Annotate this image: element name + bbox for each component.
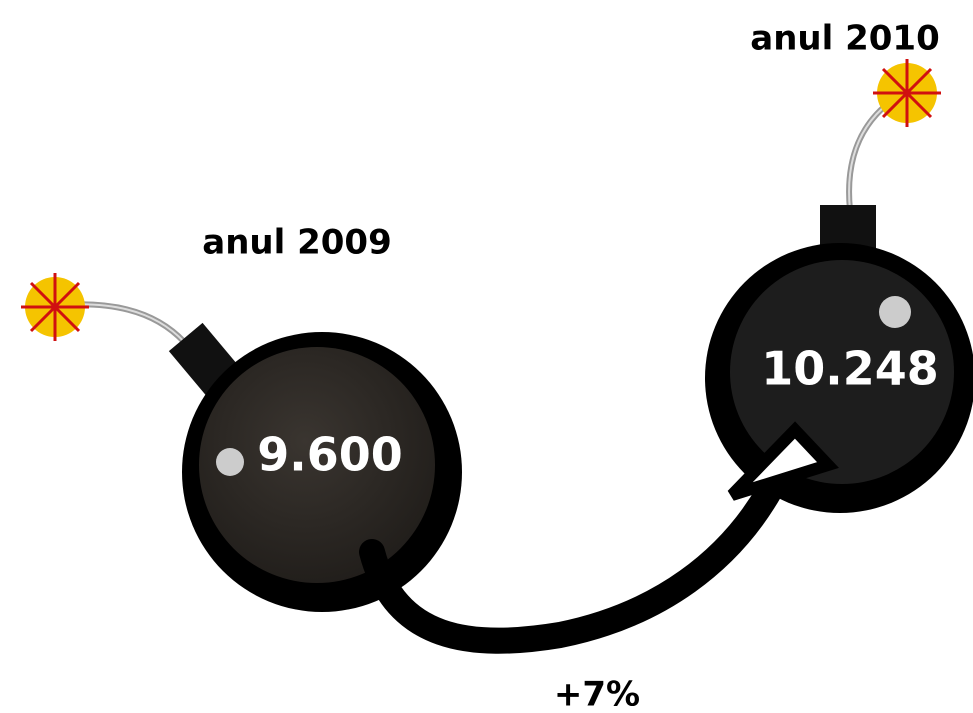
spark: [873, 59, 941, 127]
value-label: 10.248: [761, 342, 939, 396]
bomb-2010: 10.248 anul 2010: [705, 19, 973, 514]
spark-rays: [873, 59, 941, 127]
change-label: +7%: [554, 675, 640, 713]
year-label: anul 2010: [750, 19, 939, 59]
spark: [21, 273, 89, 341]
value-label: 9.600: [257, 428, 403, 482]
bomb-2009: 9.600 anul 2009: [21, 223, 462, 613]
year-label: anul 2009: [202, 223, 391, 263]
spark-rays: [21, 273, 89, 341]
bomb-shine: [216, 448, 244, 476]
bomb-shine: [879, 296, 911, 328]
page: 9.600 anul 2009 10.248 anul 2010 +7% (()…: [0, 0, 973, 713]
diagram: 9.600 anul 2009 10.248 anul 2010 +7%: [0, 0, 973, 713]
